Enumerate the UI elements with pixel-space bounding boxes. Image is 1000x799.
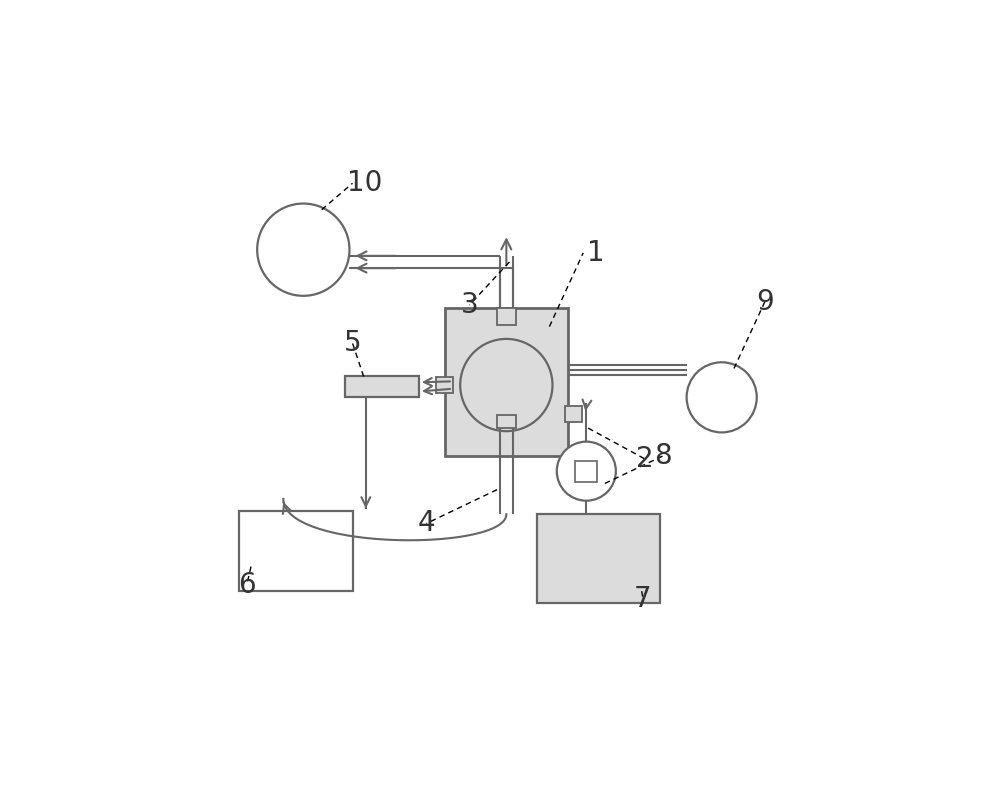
- Text: 8: 8: [654, 442, 672, 470]
- Bar: [537, 515, 660, 603]
- Text: 5: 5: [344, 329, 361, 357]
- Text: 3: 3: [461, 291, 478, 319]
- Text: 2: 2: [636, 445, 654, 473]
- Bar: [239, 511, 353, 591]
- Circle shape: [460, 339, 552, 431]
- Bar: [497, 308, 516, 324]
- Circle shape: [557, 442, 616, 501]
- Bar: [436, 377, 453, 393]
- Text: 10: 10: [347, 169, 383, 197]
- Text: 4: 4: [418, 510, 435, 538]
- Circle shape: [257, 204, 349, 296]
- Text: 6: 6: [238, 571, 256, 599]
- Bar: [565, 406, 582, 422]
- Text: 1: 1: [587, 239, 604, 267]
- Bar: [497, 415, 516, 428]
- Circle shape: [687, 362, 757, 432]
- Bar: [575, 461, 597, 482]
- Bar: [445, 308, 568, 455]
- Bar: [345, 376, 419, 397]
- Text: 9: 9: [756, 288, 774, 316]
- Text: 7: 7: [634, 585, 652, 613]
